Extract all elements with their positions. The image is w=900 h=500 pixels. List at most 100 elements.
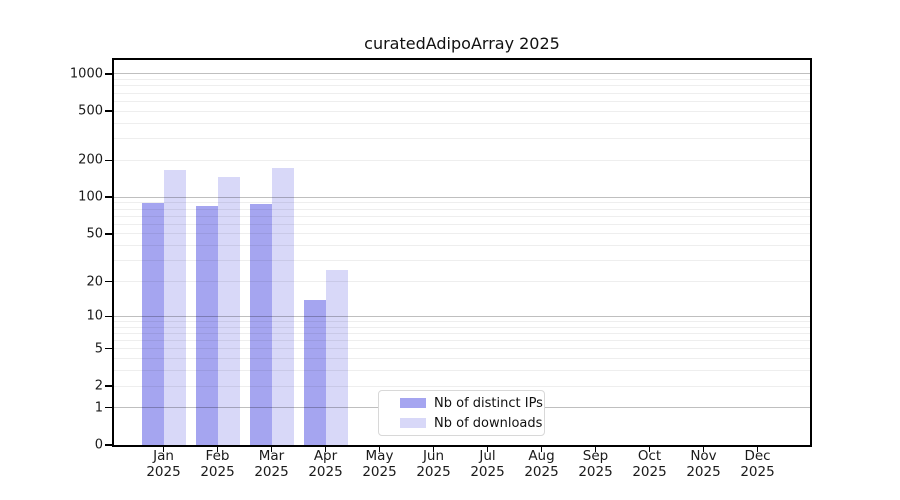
y-tick-label-10: 10 <box>86 308 103 324</box>
x-label-year-jun: 2025 <box>416 463 451 480</box>
y-tick-label-5: 5 <box>94 341 103 357</box>
y-gridline-minor-600 <box>114 100 810 102</box>
y-gridline-minor-800 <box>114 85 810 87</box>
y-gridline-minor-400 <box>114 122 810 124</box>
y-tick-10 <box>105 315 113 317</box>
x-tick-nov <box>702 446 705 452</box>
x-tick-label-dec: Dec 2025 <box>728 448 788 480</box>
bar-jan-distinct-ips <box>141 202 164 445</box>
y-gridline-minor-30 <box>114 260 810 262</box>
y-gridline-minor-500 <box>114 110 810 112</box>
legend-item-distinct-ips: Nb of distinct IPs <box>400 395 543 411</box>
x-label-month-jun: Jun <box>422 448 445 464</box>
y-gridline-minor-7 <box>114 332 810 334</box>
bar-apr-distinct-ips <box>303 299 326 445</box>
y-tick-label-500: 500 <box>78 103 103 119</box>
y-tick-100 <box>105 196 113 198</box>
legend: Nb of distinct IPs Nb of downloads <box>378 390 545 436</box>
y-gridline-minor-9 <box>114 320 810 322</box>
x-tick-label-jun: Jun 2025 <box>404 448 464 480</box>
bar-feb-distinct-ips <box>195 206 218 445</box>
x-tick-jun <box>432 446 435 452</box>
x-tick-feb <box>216 446 219 452</box>
y-gridline-minor-70 <box>114 215 810 217</box>
x-tick-label-mar: Mar 2025 <box>242 448 302 480</box>
y-gridline-minor-2 <box>114 385 810 387</box>
distinct-ips-swatch <box>400 398 426 408</box>
x-tick-aug <box>540 446 543 452</box>
x-label-year-may: 2025 <box>362 463 397 480</box>
y-tick-500 <box>105 110 113 112</box>
x-tick-label-sep: Sep 2025 <box>566 448 626 480</box>
y-tick-label-100: 100 <box>78 189 103 205</box>
y-gridline-minor-700 <box>114 92 810 94</box>
y-gridline-minor-4 <box>114 358 810 360</box>
y-tick-1 <box>105 407 113 409</box>
y-gridline-major-10 <box>114 315 810 317</box>
y-gridline-minor-6 <box>114 340 810 341</box>
x-label-year-nov: 2025 <box>686 463 721 480</box>
x-label-month-may: May <box>365 448 394 464</box>
legend-label-distinct-ips: Nb of distinct IPs <box>434 395 543 411</box>
bar-mar-distinct-ips <box>249 203 272 445</box>
x-label-year-apr: 2025 <box>308 463 343 480</box>
bar-jan-downloads <box>163 170 186 445</box>
x-tick-jul <box>486 446 489 452</box>
y-tick-200 <box>105 159 113 161</box>
y-tick-5 <box>105 348 113 350</box>
x-tick-label-may: May 2025 <box>350 448 410 480</box>
y-gridline-minor-8 <box>114 326 810 328</box>
y-tick-20 <box>105 280 113 283</box>
x-label-year-mar: 2025 <box>254 463 289 480</box>
y-gridline-major-1000 <box>114 73 810 75</box>
y-tick-label-20: 20 <box>86 274 103 289</box>
x-tick-oct <box>648 446 651 452</box>
y-gridline-minor-3 <box>114 370 810 372</box>
x-tick-label-jan: Jan 2025 <box>134 448 194 480</box>
x-tick-mar <box>270 446 273 452</box>
x-label-year-sep: 2025 <box>578 463 613 480</box>
x-label-month-jul: Jul <box>479 448 496 464</box>
bar-feb-downloads <box>217 177 240 445</box>
y-gridline-minor-5 <box>114 348 810 350</box>
legend-item-downloads: Nb of downloads <box>400 415 542 431</box>
legend-label-downloads: Nb of downloads <box>434 415 543 431</box>
bar-apr-downloads <box>325 270 348 445</box>
x-label-month-oct: Oct <box>637 448 662 464</box>
x-label-year-dec: 2025 <box>740 463 775 480</box>
y-tick-0 <box>105 444 113 446</box>
y-gridline-minor-20 <box>114 281 810 282</box>
y-tick-2 <box>105 385 113 387</box>
x-tick-label-apr: Apr 2025 <box>296 448 356 480</box>
x-label-month-apr: Apr <box>313 448 338 464</box>
x-label-year-jul: 2025 <box>470 463 505 480</box>
x-label-month-mar: Mar <box>258 448 285 464</box>
y-tick-label-0: 0 <box>94 437 103 453</box>
y-gridline-major-100 <box>114 196 810 198</box>
x-tick-jan <box>162 446 165 452</box>
y-gridline-minor-200 <box>114 159 810 161</box>
y-gridline-minor-40 <box>114 245 810 247</box>
y-gridline-minor-50 <box>114 233 810 235</box>
x-tick-label-jul: Jul 2025 <box>458 448 518 480</box>
y-gridline-minor-60 <box>114 223 810 225</box>
y-tick-label-1000: 1000 <box>69 66 103 82</box>
chart-title: curatedAdipoArray 2025 <box>364 34 560 53</box>
y-tick-label-1: 1 <box>94 400 103 416</box>
x-label-month-sep: Sep <box>582 448 609 464</box>
x-tick-sep <box>594 446 597 452</box>
y-gridline-minor-900 <box>114 79 810 81</box>
x-label-month-aug: Aug <box>528 448 555 464</box>
x-tick-label-nov: Nov 2025 <box>674 448 734 480</box>
x-label-year-jan: 2025 <box>146 463 181 480</box>
downloads-swatch <box>400 418 426 428</box>
y-gridline-minor-80 <box>114 208 810 210</box>
y-gridline-minor-90 <box>114 202 810 204</box>
plot-area <box>112 58 812 447</box>
bar-mar-downloads <box>271 168 294 445</box>
x-label-month-feb: Feb <box>205 448 230 464</box>
x-label-year-aug: 2025 <box>524 463 559 480</box>
x-tick-label-oct: Oct 2025 <box>620 448 680 480</box>
x-tick-label-aug: Aug 2025 <box>512 448 572 480</box>
